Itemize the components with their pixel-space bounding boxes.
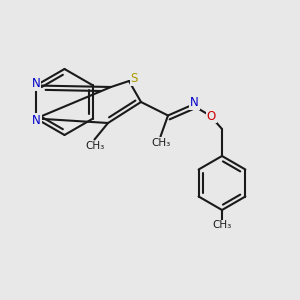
- Text: CH₃: CH₃: [212, 220, 232, 230]
- Text: CH₃: CH₃: [85, 141, 104, 151]
- Text: CH₃: CH₃: [151, 138, 170, 148]
- Text: O: O: [207, 110, 216, 123]
- Text: N: N: [190, 96, 199, 109]
- Text: N: N: [32, 114, 41, 127]
- Text: N: N: [32, 77, 40, 90]
- Text: S: S: [131, 72, 138, 85]
